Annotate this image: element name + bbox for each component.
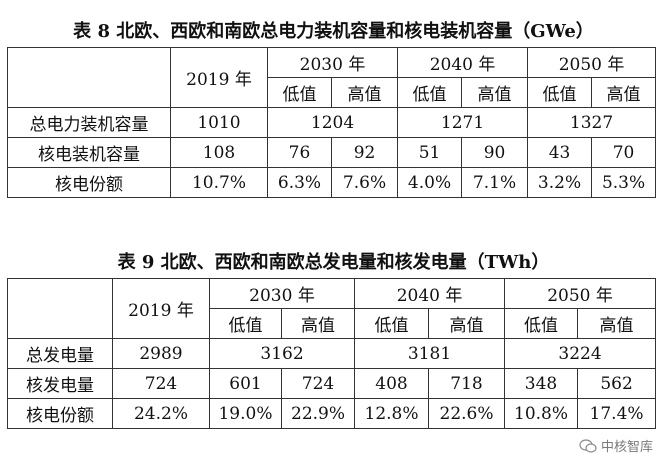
cell-2019: 724 — [112, 368, 210, 399]
cell-2019: 24.2% — [112, 398, 210, 429]
cell-2030-high: 22.9% — [280, 398, 356, 429]
table9-high-2030: 高值 — [280, 308, 356, 339]
table8-header-2040: 2040 年 — [397, 47, 529, 78]
cell-2050-high: 5.3% — [591, 167, 657, 198]
cell-2050-high: 562 — [577, 368, 657, 399]
cell-2040-high: 718 — [428, 368, 506, 399]
watermark: 中核智库 — [579, 436, 653, 455]
cell-2030-low: 6.3% — [267, 167, 332, 198]
table9-header-2040: 2040 年 — [354, 278, 506, 309]
watermark-text: 中核智库 — [600, 440, 653, 455]
row-label: 核电装机容量 — [7, 137, 171, 168]
cell-2050: 3224 — [504, 338, 657, 369]
cell-2050: 1327 — [527, 107, 657, 138]
row-label: 总电力装机容量 — [7, 107, 171, 138]
cell-2030-low: 601 — [209, 368, 282, 399]
row-label: 核发电量 — [7, 368, 113, 399]
table8-low-2050: 低值 — [527, 77, 593, 108]
cell-2030-low: 19.0% — [209, 398, 282, 429]
cell-2030: 1204 — [266, 107, 399, 138]
cell-2019: 10.7% — [170, 167, 268, 198]
table9-corner — [7, 278, 113, 339]
table8-low-2030: 低值 — [267, 77, 332, 108]
cell-2040: 1271 — [397, 107, 529, 138]
cell-2040-low: 12.8% — [354, 398, 430, 429]
table8-title: 表 8 北欧、西欧和南欧总电力装机容量和核电装机容量（GWe） — [73, 21, 594, 42]
row-label: 核电份额 — [7, 167, 171, 198]
table9-header-2019: 2019 年 — [112, 278, 210, 339]
cell-2040-low: 4.0% — [397, 167, 463, 198]
table8-high-2030: 高值 — [330, 77, 399, 108]
table9-low-2050: 低值 — [504, 308, 579, 339]
table8-high-2040: 高值 — [461, 77, 529, 108]
cell-2030-low: 76 — [267, 137, 332, 168]
cell-2050-low: 348 — [504, 368, 579, 399]
cell-2030: 3162 — [208, 338, 356, 369]
cell-2040: 3181 — [354, 338, 506, 369]
cell-2030-high: 724 — [280, 368, 356, 399]
table9-header-2030: 2030 年 — [208, 278, 356, 309]
table9-row-total: 总发电量 2989 3162 3181 3224 — [7, 338, 657, 369]
cell-2019: 1010 — [170, 107, 268, 138]
cell-2030-high: 7.6% — [330, 167, 399, 198]
table8-header-2019: 2019 年 — [170, 47, 268, 108]
table8-low-2040: 低值 — [397, 77, 463, 108]
table8-corner — [7, 47, 171, 108]
table8-high-2050: 高值 — [591, 77, 657, 108]
cell-2050-high: 17.4% — [577, 398, 657, 429]
table8-header-2050: 2050 年 — [527, 47, 657, 78]
table9-title: 表 9 北欧、西欧和南欧总发电量和核发电量（TWh） — [117, 252, 550, 273]
row-label: 核电份额 — [7, 398, 113, 429]
row-label: 总发电量 — [7, 338, 113, 369]
table9-low-2030: 低值 — [209, 308, 282, 339]
cell-2040-high: 90 — [461, 137, 529, 168]
cell-2040-low: 408 — [354, 368, 430, 399]
cell-2050-low: 10.8% — [504, 398, 579, 429]
table8-row-share: 核电份额 10.7% 6.3% 7.6% 4.0% 7.1% 3.2% 5.3% — [7, 167, 657, 198]
table8-row-nuclear: 核电装机容量 108 76 92 51 90 43 70 — [7, 137, 657, 168]
table9: 2019 年 2030 年 2040 年 2050 年 低值 高值 低值 高值 … — [7, 278, 657, 429]
cell-2050-low: 3.2% — [527, 167, 593, 198]
table8: 2019 年 2030 年 2040 年 2050 年 低值 高值 低值 高值 … — [7, 47, 657, 198]
table9-high-2050: 高值 — [577, 308, 657, 339]
table9-header-2050: 2050 年 — [504, 278, 657, 309]
cell-2040-low: 51 — [397, 137, 463, 168]
cell-2019: 2989 — [112, 338, 210, 369]
cell-2050-high: 70 — [591, 137, 657, 168]
cell-2040-high: 7.1% — [461, 167, 529, 198]
cell-2050-low: 43 — [527, 137, 593, 168]
cell-2030-high: 92 — [330, 137, 399, 168]
table9-row-share: 核电份额 24.2% 19.0% 22.9% 12.8% 22.6% 10.8%… — [7, 398, 657, 429]
table8-header-2030: 2030 年 — [266, 47, 399, 78]
table9-high-2040: 高值 — [428, 308, 506, 339]
table8-row-total: 总电力装机容量 1010 1204 1271 1327 — [7, 107, 657, 138]
cell-2019: 108 — [170, 137, 268, 168]
table9-row-nuclear: 核发电量 724 601 724 408 718 348 562 — [7, 368, 657, 399]
wechat-icon — [579, 438, 597, 453]
table9-low-2040: 低值 — [354, 308, 430, 339]
cell-2040-high: 22.6% — [428, 398, 506, 429]
